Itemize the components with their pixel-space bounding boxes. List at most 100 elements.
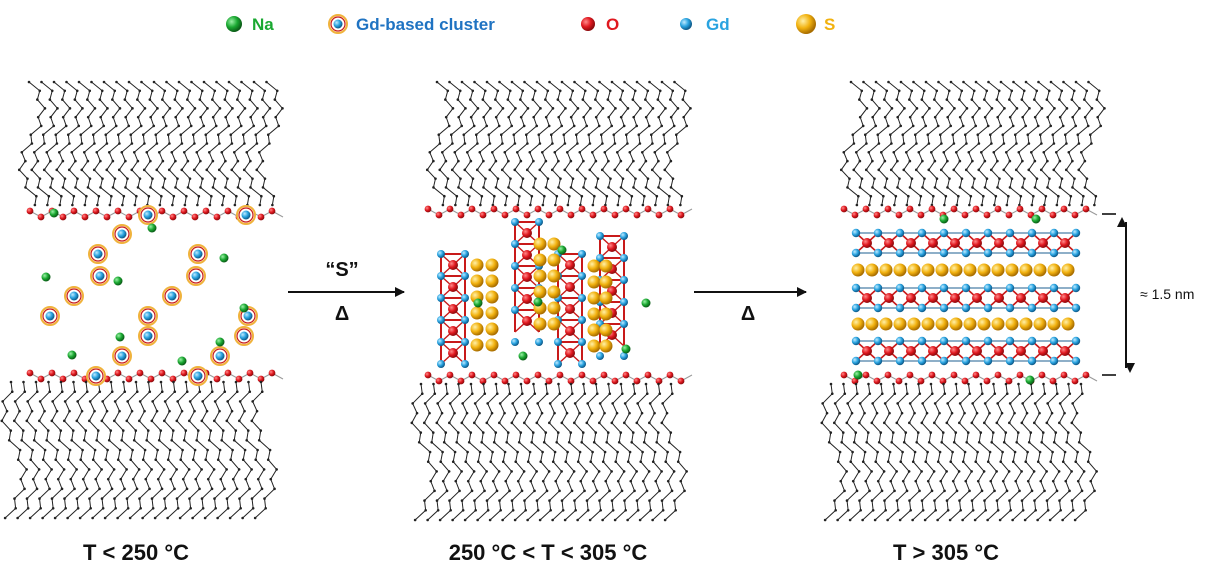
gadolinium-atom bbox=[939, 336, 949, 346]
carbon-atom bbox=[601, 107, 605, 110]
carbon-atom bbox=[472, 124, 476, 128]
arrow-1-bottom-label: Δ bbox=[335, 303, 349, 325]
carbon-atom bbox=[623, 402, 627, 405]
carbon-atom bbox=[60, 390, 64, 394]
carbon-atom bbox=[926, 479, 930, 483]
carbon-atom bbox=[473, 421, 476, 425]
carbon-atom bbox=[21, 429, 25, 432]
carbon-atom bbox=[42, 168, 46, 172]
carbon-atom bbox=[990, 440, 994, 444]
oxygen-atom bbox=[906, 346, 916, 356]
carbon-atom bbox=[166, 516, 169, 520]
oxygen-atom bbox=[644, 371, 652, 379]
carbon-atom bbox=[643, 194, 646, 198]
gadolinium-atom bbox=[511, 284, 519, 292]
alkyl-chain bbox=[1008, 382, 1036, 522]
carbon-atom bbox=[448, 499, 451, 502]
carbon-atom bbox=[1026, 479, 1030, 483]
carbon-atom bbox=[1025, 411, 1029, 415]
carbon-atom bbox=[1021, 402, 1024, 405]
oxygen-atom bbox=[501, 377, 509, 385]
alkyl-chain bbox=[410, 382, 438, 522]
carbon-atom bbox=[141, 133, 145, 137]
carbon-atom bbox=[923, 518, 927, 522]
carbon-atom bbox=[967, 382, 970, 386]
carbon-atom bbox=[133, 203, 137, 207]
carbon-atom bbox=[892, 382, 895, 386]
carbon-atom bbox=[258, 203, 262, 207]
oxygen-atom bbox=[448, 326, 458, 336]
carboxylate-layer bbox=[424, 205, 693, 219]
carbon-atom bbox=[468, 194, 471, 198]
carbon-atom bbox=[958, 402, 962, 405]
carbon-atom bbox=[549, 508, 552, 512]
cluster-ring bbox=[114, 226, 130, 242]
carbon-atom bbox=[1051, 450, 1054, 454]
carbon-atom bbox=[1020, 421, 1024, 425]
carbon-atom bbox=[985, 89, 989, 93]
carbon-atom bbox=[979, 150, 983, 154]
carbon-atom bbox=[858, 115, 862, 119]
oxygen-atom bbox=[655, 377, 663, 385]
carbon-atom bbox=[163, 419, 166, 423]
carbon-atom bbox=[971, 402, 974, 405]
carbon-atom bbox=[56, 477, 60, 481]
carbon-atom bbox=[3, 516, 7, 520]
carbon-atom bbox=[858, 421, 861, 425]
carbon-atom bbox=[896, 402, 899, 405]
alkyl-chain bbox=[513, 80, 542, 207]
gadolinium-atom bbox=[1071, 356, 1081, 366]
carbon-atom bbox=[585, 499, 589, 502]
carbon-atom bbox=[480, 194, 484, 198]
gd-cluster bbox=[138, 205, 158, 225]
carbon-atom bbox=[963, 133, 967, 137]
carbon-atom bbox=[644, 115, 648, 119]
carbon-atom bbox=[199, 186, 202, 189]
carbon-atom bbox=[1013, 133, 1017, 137]
sulfur-atom bbox=[1019, 263, 1033, 277]
carbon-atom bbox=[494, 115, 498, 119]
carbon-atom bbox=[511, 402, 514, 405]
carbon-atom bbox=[533, 489, 536, 493]
carbon-atom bbox=[436, 402, 439, 405]
carbon-atom bbox=[494, 98, 497, 101]
carbon-atom bbox=[1079, 431, 1083, 434]
carbon-atom bbox=[859, 508, 862, 512]
carbon-atom bbox=[501, 142, 504, 145]
carbon-atom bbox=[558, 489, 561, 493]
carbon-atom bbox=[10, 390, 14, 394]
carbon-atom bbox=[231, 448, 234, 452]
carbon-atom bbox=[860, 89, 864, 93]
carbon-atom bbox=[98, 390, 102, 394]
carbon-atom bbox=[1046, 402, 1049, 405]
carbon-atom bbox=[43, 107, 47, 110]
oxygen-atom bbox=[26, 207, 34, 215]
sulfur-atom bbox=[470, 322, 484, 336]
carbon-atom bbox=[678, 450, 682, 454]
carbon-atom bbox=[1012, 80, 1015, 84]
carbon-atom bbox=[1093, 203, 1096, 207]
carbon-atom bbox=[557, 159, 560, 163]
carbon-atom bbox=[889, 168, 893, 172]
gadolinium-atom bbox=[461, 294, 469, 302]
carbon-atom bbox=[538, 168, 542, 172]
carbon-atom bbox=[913, 411, 916, 415]
sodium-atom bbox=[177, 356, 187, 366]
carbon-atom bbox=[155, 168, 159, 172]
carbon-atom bbox=[214, 506, 217, 510]
carbon-atom bbox=[635, 124, 639, 128]
oxygen-atom bbox=[213, 375, 221, 383]
carbon-atom bbox=[58, 203, 62, 207]
carbon-atom bbox=[625, 168, 629, 172]
carbon-atom bbox=[883, 421, 886, 425]
carbon-atom bbox=[641, 450, 644, 454]
carbon-atom bbox=[37, 468, 41, 471]
carbon-atom bbox=[105, 168, 109, 172]
carbon-atom bbox=[685, 470, 688, 473]
gadolinium-atom bbox=[1027, 336, 1037, 346]
carbon-atom bbox=[593, 194, 596, 198]
carbon-atom bbox=[843, 392, 847, 396]
alkyl-chain bbox=[1064, 80, 1094, 207]
carbon-atom bbox=[263, 89, 267, 93]
carbon-atom bbox=[870, 421, 874, 425]
